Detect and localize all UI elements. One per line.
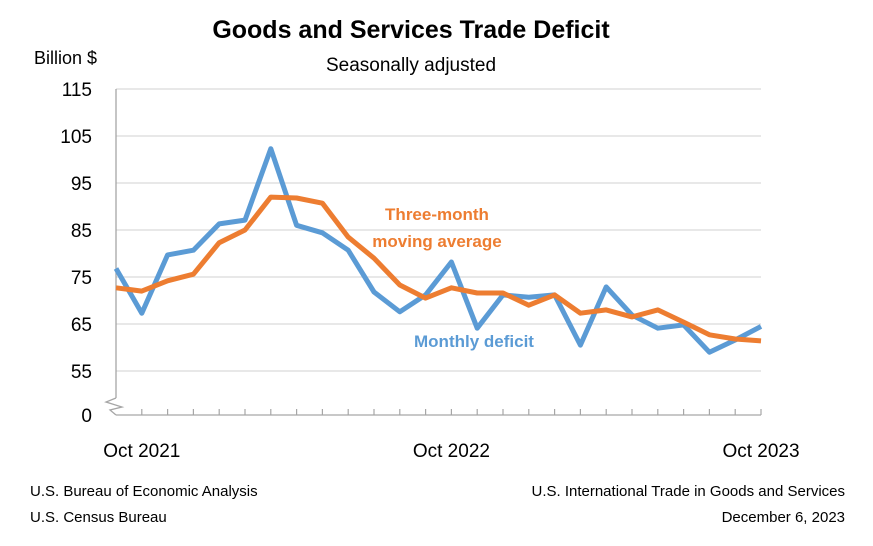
- footer-release-title: U.S. International Trade in Goods and Se…: [531, 483, 845, 500]
- footer-source-census: U.S. Census Bureau: [30, 509, 167, 526]
- x-tick-label: Oct 2022: [413, 441, 490, 462]
- annotation-moving-average-line1: Three-month: [385, 205, 489, 224]
- y-tick-label: 115: [62, 80, 92, 101]
- y-tick-label: 65: [71, 315, 92, 336]
- series-lines: [113, 146, 763, 355]
- footer-release-date: December 6, 2023: [722, 509, 845, 526]
- y-tick-label: 85: [71, 221, 92, 242]
- y-tick-label: 0: [81, 406, 92, 427]
- annotation-moving-average-line2: moving average: [372, 232, 501, 251]
- x-tick-label: Oct 2023: [722, 441, 799, 462]
- x-ticks: Oct 2021 Oct 2022 Oct 2023: [103, 409, 800, 462]
- y-tick-label: 55: [71, 362, 92, 383]
- y-tick-label: 105: [60, 127, 92, 148]
- monthly-deficit-line: [113, 146, 763, 355]
- y-tick-labels: 0 55 65 75 85 95 105 115: [60, 80, 92, 427]
- axes: [104, 89, 761, 416]
- y-tick-label: 75: [71, 268, 92, 289]
- moving-average-line: [115, 194, 762, 344]
- annotation-monthly-deficit: Monthly deficit: [414, 332, 534, 351]
- axis-break-icon: [104, 397, 125, 416]
- y-axis-label: Billion $: [34, 48, 97, 68]
- footer-source-bea: U.S. Bureau of Economic Analysis: [30, 483, 258, 500]
- chart-title: Goods and Services Trade Deficit: [212, 16, 610, 44]
- x-tick-label: Oct 2021: [103, 441, 180, 462]
- y-tick-label: 95: [71, 174, 92, 195]
- chart-subtitle: Seasonally adjusted: [326, 55, 496, 76]
